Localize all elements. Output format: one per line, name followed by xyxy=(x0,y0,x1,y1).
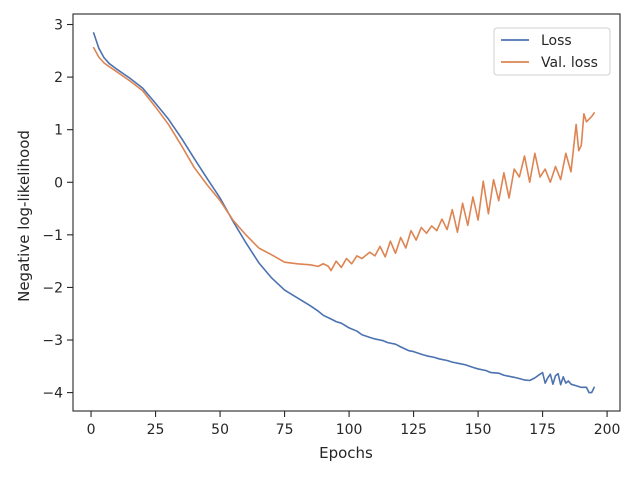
y-tick-label: −4 xyxy=(42,386,63,402)
y-tick-label: 2 xyxy=(54,70,63,86)
x-tick-label: 25 xyxy=(147,422,165,438)
plot-area xyxy=(72,13,621,412)
y-tick-label: 3 xyxy=(54,18,63,34)
series-line-val-loss xyxy=(92,46,596,272)
y-axis-title: Negative log-likelihood xyxy=(15,130,33,302)
x-tick-label: 50 xyxy=(211,422,229,438)
y-tick-label: −2 xyxy=(42,280,63,296)
x-tick-label: 200 xyxy=(594,422,621,438)
x-tick-label: 150 xyxy=(465,422,492,438)
x-tick-label: 0 xyxy=(87,422,96,438)
axes-frame xyxy=(72,13,621,412)
y-tick-label: 0 xyxy=(54,175,63,191)
series-line-loss xyxy=(92,32,596,394)
x-tick-label: 75 xyxy=(276,422,294,438)
y-tick-label: 1 xyxy=(54,123,63,139)
y-axis: −4 −3 −2 −1 0 1 2 3 xyxy=(42,18,73,402)
x-axis-title: Epochs xyxy=(319,444,373,462)
legend: Loss Val. loss xyxy=(493,27,611,76)
y-tick-label: −1 xyxy=(42,228,63,244)
x-axis: 0 25 50 75 100 125 150 175 200 xyxy=(87,411,621,438)
legend-label: Val. loss xyxy=(541,55,598,71)
legend-label: Loss xyxy=(541,33,572,49)
x-tick-label: 125 xyxy=(400,422,427,438)
y-tick-label: −3 xyxy=(42,333,63,349)
x-tick-label: 100 xyxy=(336,422,363,438)
x-tick-label: 175 xyxy=(529,422,556,438)
